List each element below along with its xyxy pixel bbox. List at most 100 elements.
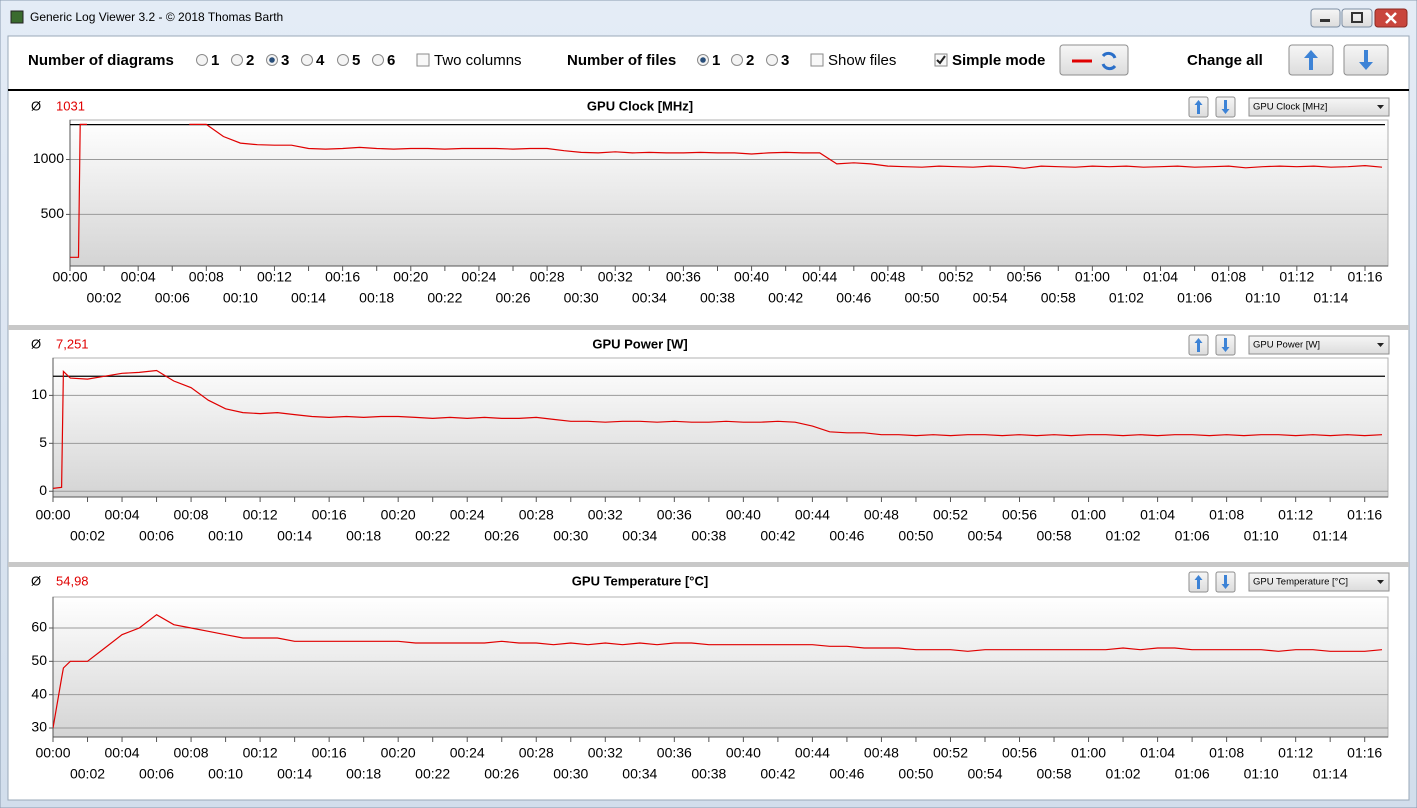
y-tick-label: 5	[39, 434, 47, 450]
x-tick-label: 00:56	[1002, 507, 1037, 523]
dropdown-box[interactable]	[1248, 335, 1390, 355]
x-tick-label: 01:08	[1209, 507, 1244, 523]
x-tick-label: 00:18	[359, 290, 394, 306]
x-tick-label: 00:28	[519, 745, 554, 761]
radio-circle[interactable]	[766, 54, 778, 66]
radio-circle[interactable]	[196, 54, 208, 66]
x-tick-label: 00:44	[802, 269, 837, 285]
x-tick-label: 00:00	[52, 269, 87, 285]
x-tick-label: 00:32	[588, 507, 623, 523]
radio-circle[interactable]	[372, 54, 384, 66]
dropdown-box[interactable]	[1248, 97, 1390, 117]
checkbox-box[interactable]	[416, 53, 430, 67]
x-tick-label: 00:42	[760, 766, 795, 782]
app-icon	[10, 10, 24, 24]
x-tick-label: 00:22	[427, 290, 462, 306]
change-all-label: Change all	[1187, 52, 1263, 69]
plot-area	[52, 357, 1389, 498]
dropdown-arrow	[1377, 105, 1384, 109]
x-tick-label: 00:22	[415, 528, 450, 544]
series-dropdown[interactable]: GPU Power [W]	[1248, 335, 1390, 355]
color-refresh-button[interactable]	[1059, 44, 1129, 76]
dropdown-text: GPU Temperature [°C]	[1253, 577, 1348, 588]
radio-option[interactable]: 1	[196, 52, 220, 69]
y-tick-label: 500	[41, 205, 65, 221]
x-tick-label: 00:50	[904, 290, 939, 306]
checkbox[interactable]: Simple mode	[934, 52, 1045, 69]
x-tick-label: 00:42	[768, 290, 803, 306]
radio-label: 5	[352, 52, 360, 69]
x-tick-label: 01:00	[1071, 745, 1106, 761]
diagrams-label: Number of diagrams	[28, 52, 174, 69]
x-tick-label: 01:04	[1140, 507, 1175, 523]
dropdown-box[interactable]	[1248, 572, 1390, 592]
x-tick-label: 00:48	[870, 269, 905, 285]
radio-option[interactable]: 6	[372, 52, 396, 69]
radio-circle[interactable]	[731, 54, 743, 66]
series-dropdown[interactable]: GPU Clock [MHz]	[1248, 97, 1390, 117]
move-down-button[interactable]	[1215, 334, 1236, 356]
x-tick-label: 01:06	[1177, 290, 1212, 306]
x-tick-label: 00:38	[691, 766, 726, 782]
radio-circle[interactable]	[231, 54, 243, 66]
x-tick-label: 00:30	[553, 528, 588, 544]
x-tick-label: 00:34	[622, 528, 657, 544]
x-tick-label: 01:06	[1175, 528, 1210, 544]
radio-option[interactable]: 2	[731, 52, 755, 69]
x-tick-label: 00:36	[666, 269, 701, 285]
x-tick-label: 00:26	[484, 766, 519, 782]
x-tick-label: 01:12	[1278, 507, 1313, 523]
maximize-button[interactable]	[1341, 8, 1373, 28]
minimize-box[interactable]	[1310, 8, 1341, 28]
maximize-box[interactable]	[1341, 8, 1373, 28]
checkbox-check	[936, 55, 946, 65]
x-tick-label: 00:06	[155, 290, 190, 306]
up-arrow	[1304, 50, 1318, 70]
move-all-down-button[interactable]	[1343, 44, 1389, 76]
radio-option[interactable]: 1	[697, 52, 721, 69]
x-tick-label: 00:08	[174, 507, 209, 523]
x-tick-label: 01:10	[1244, 528, 1279, 544]
data-line	[53, 369, 1383, 489]
minimize-button[interactable]	[1310, 8, 1341, 28]
checkbox-label: Show files	[828, 52, 896, 69]
button-box[interactable]	[1059, 44, 1129, 76]
chart-title: GPU Temperature [°C]	[572, 573, 708, 588]
radio-circle[interactable]	[301, 54, 313, 66]
y-tick-label: 1000	[33, 150, 64, 166]
move-down-button[interactable]	[1215, 96, 1236, 118]
average-symbol: Ø	[31, 98, 41, 113]
x-tick-label: 00:56	[1002, 745, 1037, 761]
radio-option[interactable]: 3	[766, 52, 790, 69]
down-arrow	[1221, 575, 1230, 589]
x-tick-label: 00:08	[174, 745, 209, 761]
x-tick-label: 00:34	[622, 766, 657, 782]
radio-option[interactable]: 4	[301, 52, 326, 69]
x-tick-label: 00:08	[189, 269, 224, 285]
checkbox-box[interactable]	[810, 53, 824, 67]
x-tick-label: 00:46	[829, 766, 864, 782]
x-tick-label: 00:54	[967, 528, 1002, 544]
move-up-button[interactable]	[1188, 334, 1209, 356]
move-up-button[interactable]	[1188, 571, 1209, 593]
checkbox[interactable]: Two columns	[416, 52, 522, 69]
checkbox[interactable]: Show files	[810, 52, 896, 69]
radio-option[interactable]: 5	[337, 52, 361, 69]
chart-title: GPU Power [W]	[592, 336, 687, 351]
y-tick-label: 0	[39, 482, 47, 498]
x-tick-label: 00:18	[346, 766, 381, 782]
x-tick-label: 00:40	[726, 745, 761, 761]
x-tick-label: 01:14	[1313, 528, 1348, 544]
x-tick-label: 00:30	[564, 290, 599, 306]
move-up-button[interactable]	[1188, 96, 1209, 118]
move-all-up-button[interactable]	[1288, 44, 1334, 76]
radio-circle[interactable]	[337, 54, 349, 66]
close-button[interactable]	[1374, 8, 1408, 28]
x-tick-label: 00:52	[933, 507, 968, 523]
radio-option[interactable]: 3	[266, 52, 290, 69]
move-down-button[interactable]	[1215, 571, 1236, 593]
x-tick-label: 01:08	[1209, 745, 1244, 761]
radio-option[interactable]: 2	[231, 52, 255, 69]
series-dropdown[interactable]: GPU Temperature [°C]	[1248, 572, 1390, 592]
